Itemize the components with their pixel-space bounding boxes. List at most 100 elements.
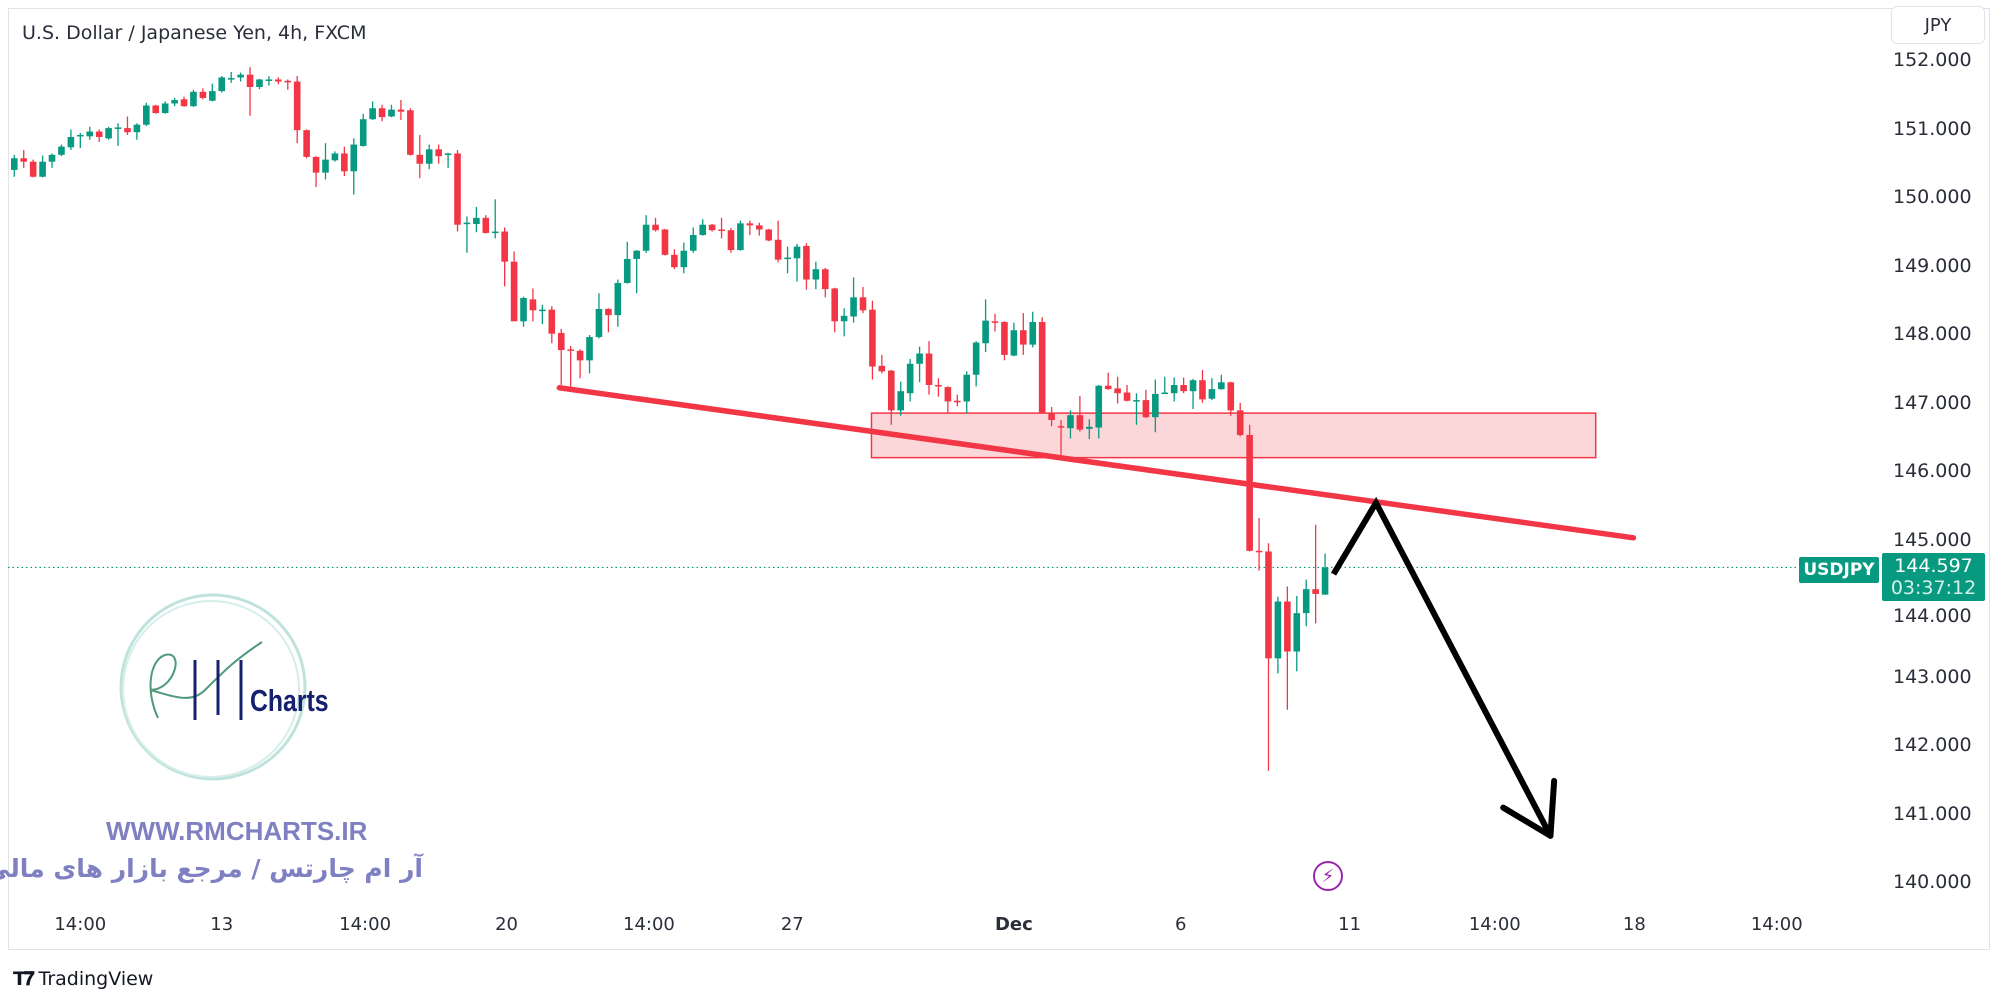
candle-body — [755, 225, 763, 230]
candle — [1208, 378, 1216, 401]
candle-body — [161, 103, 169, 114]
candle-body — [954, 400, 961, 403]
candle — [1218, 374, 1225, 390]
candle — [1057, 419, 1065, 455]
candle-body — [1020, 330, 1027, 345]
candle — [1312, 524, 1319, 624]
candle — [708, 224, 716, 232]
candle-body — [473, 217, 480, 225]
candle-body — [887, 370, 895, 411]
candle — [699, 219, 706, 236]
candle-body — [312, 156, 320, 173]
candle-body — [425, 149, 433, 164]
candle-body — [557, 332, 565, 351]
time-tick-label: 14:00 — [623, 914, 675, 935]
candle — [29, 159, 37, 178]
candle-body — [1067, 415, 1074, 429]
candle-body — [746, 223, 754, 226]
candle-body — [671, 254, 678, 268]
candle — [1293, 596, 1301, 672]
candle-body — [397, 109, 405, 112]
candle-body — [614, 282, 622, 316]
candle-body — [1142, 400, 1150, 418]
candle — [529, 288, 537, 322]
arrowhead-left — [1547, 777, 1558, 839]
tradingview-brand[interactable]: T𝟕 TradingView — [13, 968, 153, 990]
candle — [407, 108, 414, 156]
candle — [661, 228, 669, 256]
candle — [303, 129, 310, 159]
candle-body — [265, 79, 273, 81]
candle — [539, 304, 546, 325]
candle — [1170, 377, 1178, 402]
candle — [1255, 517, 1263, 571]
candle — [1199, 369, 1206, 403]
candle — [1302, 579, 1310, 627]
candle-body — [1095, 385, 1103, 428]
candle — [595, 293, 603, 339]
candle — [963, 371, 971, 414]
candle-body — [67, 137, 75, 148]
candle-body — [378, 108, 386, 118]
candle — [737, 220, 744, 251]
candle — [388, 104, 395, 118]
candle-body — [595, 308, 603, 338]
candle — [982, 299, 989, 353]
candle-body — [520, 298, 527, 322]
candle — [689, 227, 697, 253]
candle-body — [407, 110, 414, 155]
candle-body — [935, 385, 942, 387]
price-tick-label: 152.000 — [1893, 49, 1972, 72]
candle-body — [133, 124, 141, 133]
candle-body — [1029, 321, 1037, 345]
candle — [39, 155, 46, 178]
candle — [1152, 379, 1159, 433]
trendline — [556, 385, 1637, 541]
chart-title: U.S. Dollar / Japanese Yen, 4h, FXCM — [22, 22, 367, 44]
candle — [218, 76, 226, 93]
time-tick-label: 27 — [780, 914, 804, 935]
time-tick-label: 14:00 — [1750, 914, 1803, 935]
candle-body — [821, 269, 829, 290]
candle — [482, 215, 490, 234]
bar-countdown: 03:37:12 — [1890, 577, 1977, 599]
candle-body — [1048, 413, 1055, 420]
candle-body — [369, 108, 376, 120]
candle-body — [171, 100, 178, 104]
candle — [256, 78, 263, 90]
candle — [1227, 381, 1235, 416]
arrowhead-right — [1500, 804, 1554, 839]
candle — [586, 335, 593, 374]
candle-body — [114, 127, 122, 129]
candle — [793, 243, 801, 282]
candle-body — [548, 309, 556, 334]
candle-body — [803, 245, 810, 280]
candle — [180, 96, 188, 107]
candle-body — [784, 257, 791, 260]
lightning-icon[interactable]: ⚡︎ — [1313, 861, 1343, 891]
candle — [567, 345, 574, 387]
candle-body — [1076, 415, 1084, 430]
time-tick-label: Dec — [994, 914, 1033, 935]
candle-body — [1312, 589, 1319, 594]
currency-button[interactable]: JPY — [1891, 6, 1985, 44]
candle — [322, 143, 329, 180]
candle — [859, 287, 867, 314]
candle — [850, 277, 857, 323]
candle-body — [1010, 330, 1018, 356]
candle-body — [124, 128, 131, 133]
candle — [246, 67, 254, 116]
candle-body — [1199, 380, 1206, 400]
candle-body — [454, 153, 461, 225]
candle — [1010, 322, 1018, 357]
candle — [86, 126, 94, 140]
candle — [171, 97, 178, 107]
candle-body — [1180, 385, 1187, 392]
candle — [1284, 586, 1291, 710]
candle-body — [737, 223, 744, 251]
price-tick-label: 144.000 — [1893, 605, 1972, 627]
candle — [161, 101, 169, 114]
price-tick-label: 147.000 — [1893, 391, 1972, 414]
candle — [1133, 393, 1140, 425]
